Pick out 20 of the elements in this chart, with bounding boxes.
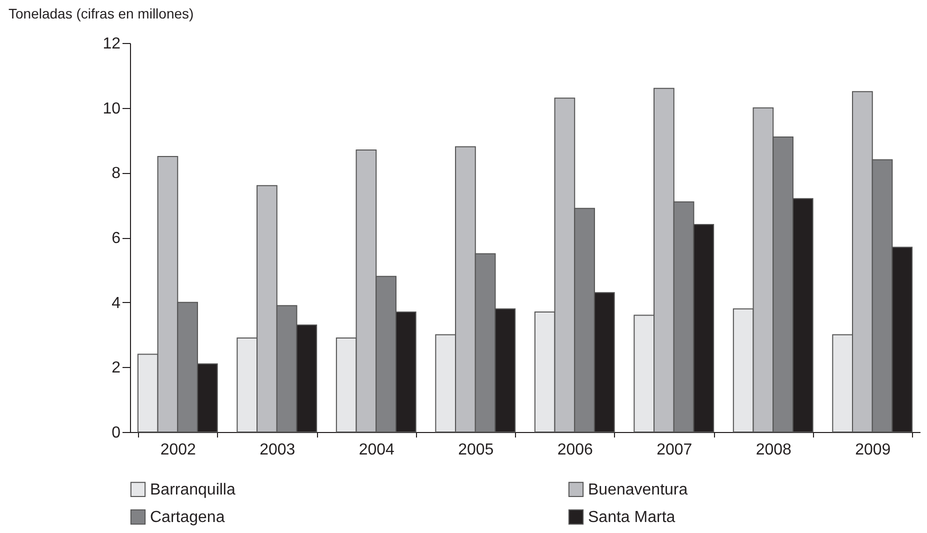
y-tick-label: 8 xyxy=(112,165,121,182)
legend-label: Santa Marta xyxy=(588,509,676,526)
y-axis-title: Toneladas (cifras en millones) xyxy=(8,6,194,22)
y-tick-label: 12 xyxy=(102,36,121,52)
x-tick-label: 2002 xyxy=(160,442,196,458)
x-tick-label: 2007 xyxy=(656,442,692,458)
legend-label: Buenaventura xyxy=(588,481,688,498)
x-tick-label: 2009 xyxy=(855,442,891,458)
legend-label: Cartagena xyxy=(150,509,225,526)
legend-label: Barranquilla xyxy=(150,481,236,498)
y-tick-label: 0 xyxy=(112,424,121,442)
y-tick-label: 6 xyxy=(112,230,121,247)
x-tick-label: 2004 xyxy=(358,442,395,458)
y-tick-label: 2 xyxy=(112,360,121,377)
x-tick-label: 2005 xyxy=(458,442,494,458)
y-tick-label: 4 xyxy=(112,294,121,312)
x-tick-label: 2006 xyxy=(557,442,594,458)
y-tick-label: 10 xyxy=(102,100,121,118)
x-tick-label: 2003 xyxy=(260,442,296,458)
x-tick-label: 2008 xyxy=(756,442,792,458)
